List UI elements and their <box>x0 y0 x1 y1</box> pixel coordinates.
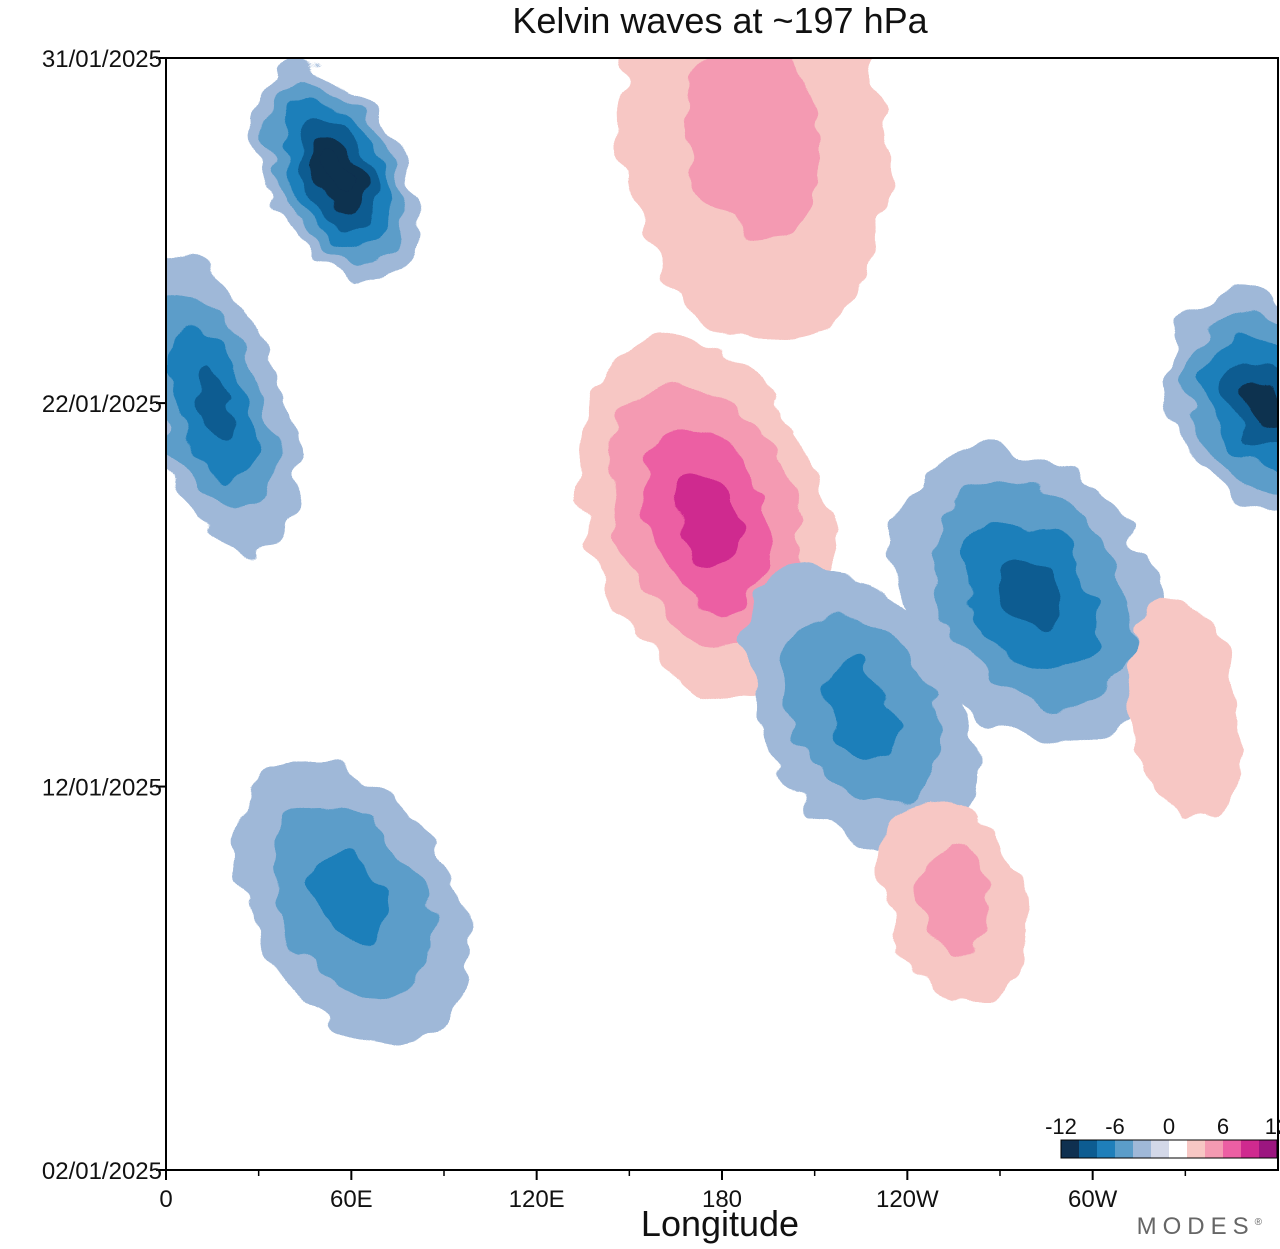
contour-band <box>916 850 991 953</box>
y-tick-label: 22/01/2025 <box>42 391 162 418</box>
field-negative-anomaly <box>744 565 978 855</box>
x-tick-label: 60E <box>330 1186 373 1213</box>
x-tick-label: 120E <box>509 1186 565 1213</box>
contour-band <box>822 661 900 758</box>
field-negative-anomaly <box>253 63 419 283</box>
colorbar-swatch <box>1133 1140 1151 1158</box>
colorbar-frame <box>1060 1139 1278 1159</box>
colorbar-swatch <box>1151 1140 1169 1158</box>
colorbar-swatch <box>1205 1140 1223 1158</box>
colorbar-label: 12 <box>1265 1114 1280 1139</box>
colorbar-swatch <box>1241 1140 1259 1158</box>
field-positive-anomaly <box>879 799 1028 1005</box>
contour-band <box>1243 380 1278 426</box>
x-tick-label: 60W <box>1068 1186 1118 1213</box>
field-negative-anomaly <box>1166 291 1278 515</box>
brand-logo: MODES® <box>1136 1213 1262 1240</box>
colorbar-swatch <box>1169 1140 1187 1158</box>
y-tick-label: 12/01/2025 <box>42 775 162 802</box>
colorbar-swatch <box>1079 1140 1097 1158</box>
contour-band <box>997 557 1065 633</box>
field-negative-anomaly <box>896 445 1166 745</box>
colorbar-swatch <box>1187 1140 1205 1158</box>
colorbar-label: 6 <box>1217 1114 1229 1139</box>
colorbar-label: -12 <box>1045 1114 1077 1139</box>
contour-band <box>312 853 391 950</box>
contour-band <box>1126 598 1245 822</box>
colorbar-label: 0 <box>1163 1114 1175 1139</box>
x-tick-label: 120W <box>876 1186 939 1213</box>
field-positive-anomaly <box>1126 598 1245 822</box>
contour-band <box>322 154 350 192</box>
colorbar-swatch <box>1115 1140 1133 1158</box>
y-tick-label: 02/01/2025 <box>42 1158 162 1185</box>
colorbar-swatch <box>1097 1140 1115 1158</box>
contour-band <box>686 58 820 241</box>
chart-title: Kelvin waves at ~197 hPa <box>512 0 928 41</box>
field-positive-anomaly <box>619 58 887 346</box>
colorbar: -12 -6 0 6 12 <box>1045 1114 1280 1159</box>
colorbar-swatch <box>1223 1140 1241 1158</box>
field-negative-anomaly <box>234 757 468 1046</box>
contour-band <box>674 472 739 564</box>
colorbar-swatch <box>1259 1140 1277 1158</box>
x-tick-label: 180 <box>702 1186 742 1213</box>
colorbar-swatch <box>1061 1140 1079 1158</box>
field-negative-anomaly <box>166 254 297 552</box>
colorbar-label: -6 <box>1105 1114 1125 1139</box>
contour-band <box>191 365 234 441</box>
x-tick-label: 0 <box>159 1186 172 1213</box>
x-axis-label: Longitude <box>640 1203 800 1244</box>
y-tick-label: 31/01/2025 <box>42 46 162 73</box>
